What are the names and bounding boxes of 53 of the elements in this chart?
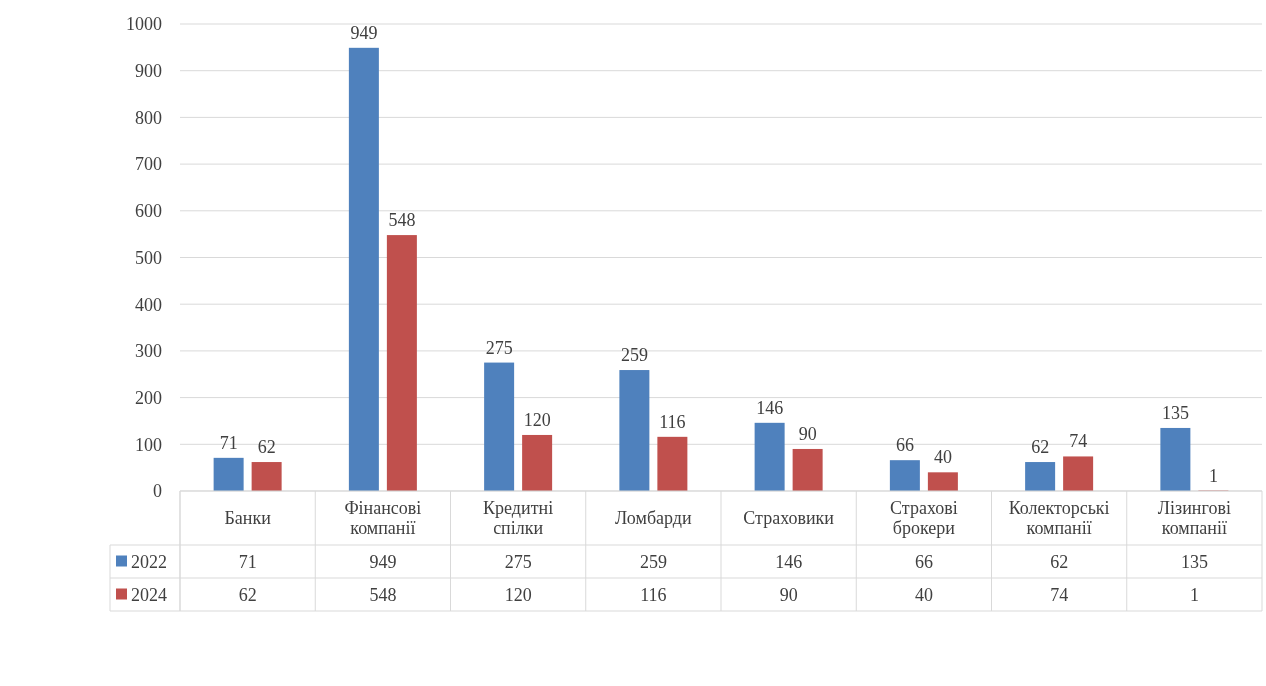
data-label: 74	[1050, 584, 1069, 605]
y-tick-label: 500	[135, 247, 162, 268]
annotation: 66	[895, 435, 914, 456]
annotation: 62	[1031, 437, 1050, 458]
data-label: 116	[640, 584, 667, 605]
y-tick-label: 300	[135, 341, 162, 362]
y-tick-label: 100	[135, 434, 162, 455]
annotation: 120	[523, 409, 551, 430]
y-tick-label: 1000	[126, 14, 162, 35]
data-label: 40	[914, 584, 933, 605]
annotation: 116	[659, 411, 686, 432]
annotation: 275	[485, 337, 513, 358]
annotation: 135	[1161, 402, 1189, 423]
x-tick-label: Фінансові компанії	[344, 498, 422, 539]
x-tick-label: Колекторські компанії	[1008, 498, 1110, 539]
data-label: 548	[369, 584, 397, 605]
annotation: 90	[798, 423, 817, 444]
data-label: 146	[775, 551, 803, 572]
x-tick-label: Кредитні спілки	[483, 498, 554, 539]
annotation: 40	[933, 447, 952, 468]
data-label: 66	[914, 551, 933, 572]
data-label: 135	[1180, 551, 1208, 572]
data-label: 62	[238, 584, 257, 605]
data-label: 71	[238, 551, 257, 572]
legend-label: 2024	[131, 584, 167, 605]
annotation: 548	[388, 210, 416, 231]
y-tick-label: 600	[135, 201, 162, 222]
y-tick-label: 800	[135, 107, 162, 128]
x-tick-label: Страховики	[743, 508, 835, 529]
y-tick-label: 900	[135, 61, 162, 81]
y-tick-label: 700	[135, 154, 162, 175]
data-label: 62	[1050, 551, 1069, 572]
annotation: 1	[1208, 465, 1218, 486]
data-label: 949	[369, 551, 397, 572]
x-tick-label: Лізингові компанії	[1157, 498, 1231, 539]
data-label: 275	[504, 551, 532, 572]
data-label: 259	[639, 551, 667, 572]
legend-label: 2022	[131, 551, 167, 572]
data-label: 90	[779, 584, 798, 605]
annotation: 146	[756, 397, 784, 418]
data-label: 120	[504, 584, 532, 605]
y-tick-label: 200	[135, 387, 162, 408]
y-tick-label: 0	[153, 481, 162, 502]
annotation: 62	[257, 437, 276, 458]
annotation: 259	[620, 345, 648, 366]
annotation: 74	[1069, 431, 1088, 452]
x-tick-label: Ломбарди	[615, 508, 692, 529]
data-label: 1	[1189, 584, 1199, 605]
annotation: 949	[350, 22, 378, 43]
x-tick-label: Страхові брокери	[890, 498, 958, 539]
y-tick-label: 400	[135, 294, 162, 315]
x-tick-label: Банки	[224, 508, 272, 529]
annotation: 71	[219, 432, 238, 453]
